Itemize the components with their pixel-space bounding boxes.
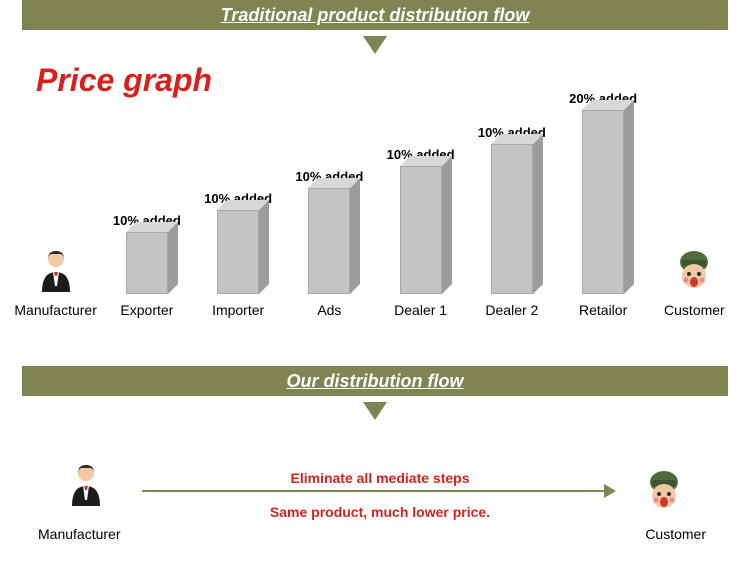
x-axis-label: Ads bbox=[287, 302, 371, 318]
chart-column bbox=[652, 84, 736, 294]
flow-text-lower-price: Same product, much lower price. bbox=[182, 504, 578, 520]
x-axis-label: Dealer 2 bbox=[470, 302, 554, 318]
x-axis-label: Customer bbox=[652, 302, 736, 318]
customer-icon bbox=[670, 246, 718, 294]
chart-column: 20% added bbox=[561, 84, 645, 294]
chart-column: 10% added bbox=[196, 84, 280, 294]
header-traditional: Traditional product distribution flow bbox=[22, 0, 728, 30]
bar bbox=[126, 232, 168, 294]
header-our-flow: Our distribution flow bbox=[22, 366, 728, 396]
our-flow-diagram: Eliminate all mediate steps Same product… bbox=[22, 432, 728, 582]
x-axis-label: Manufacturer bbox=[14, 302, 98, 318]
x-axis-label: Retailor bbox=[561, 302, 645, 318]
bar bbox=[217, 210, 259, 294]
label-manufacturer: Manufacturer bbox=[38, 526, 120, 542]
flow-text-eliminate: Eliminate all mediate steps bbox=[182, 470, 578, 486]
price-chart: 10% added10% added10% added10% added10% … bbox=[10, 58, 740, 318]
down-arrow-icon bbox=[363, 36, 387, 54]
label-customer: Customer bbox=[645, 526, 706, 542]
manufacturer-icon bbox=[62, 460, 110, 508]
customer-icon bbox=[640, 466, 688, 514]
bar bbox=[582, 110, 624, 294]
chart-column bbox=[14, 84, 98, 294]
flow-arrow-head-icon bbox=[604, 484, 616, 498]
bar bbox=[491, 144, 533, 294]
chart-column: 10% added bbox=[105, 84, 189, 294]
bar bbox=[308, 188, 350, 294]
flow-arrow-line bbox=[142, 490, 608, 492]
x-axis-label: Importer bbox=[196, 302, 280, 318]
down-arrow-icon bbox=[363, 402, 387, 420]
chart-column: 10% added bbox=[287, 84, 371, 294]
manufacturer-icon bbox=[32, 246, 80, 294]
x-axis-label: Dealer 1 bbox=[379, 302, 463, 318]
bar bbox=[400, 166, 442, 294]
chart-column: 10% added bbox=[470, 84, 554, 294]
chart-column: 10% added bbox=[379, 84, 463, 294]
x-axis-label: Exporter bbox=[105, 302, 189, 318]
